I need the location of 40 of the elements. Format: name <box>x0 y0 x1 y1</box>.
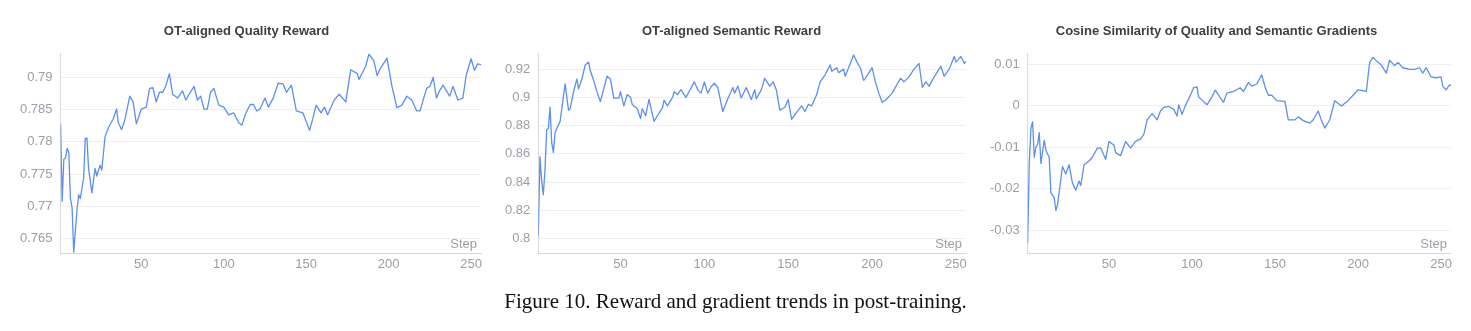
x-tick-label: 100 <box>212 255 235 271</box>
x-tick-label: 200 <box>861 255 883 271</box>
y-tick-label: 0.765 <box>19 230 53 246</box>
y-tick-label: 0.8 <box>512 230 531 246</box>
caption: Figure 10. Reward and gradient trends in post-training. <box>503 289 968 314</box>
x-axis-title: Step <box>450 236 477 252</box>
x-tick-label: 50 <box>1101 255 1117 271</box>
x-axis-title: Step <box>935 236 962 252</box>
y-tick-label: -0.02 <box>989 180 1020 196</box>
x-tick-label: 100 <box>1181 255 1203 271</box>
x-tick-label: 250 <box>460 255 482 271</box>
y-tick-label: 0 <box>1012 97 1020 113</box>
y-tick-label: 0.84 <box>504 173 531 189</box>
x-tick-label: 200 <box>377 255 400 271</box>
chart-title: OT-aligned Semantic Reward <box>641 23 822 39</box>
y-tick-label: 0.785 <box>19 101 53 117</box>
y-tick-label: 0.78 <box>27 133 53 149</box>
y-tick-label: 0.79 <box>27 69 53 85</box>
x-tick-label: 50 <box>613 255 628 271</box>
y-tick-label: 0.86 <box>504 145 531 161</box>
y-tick-label: 0.92 <box>504 60 531 76</box>
chart-title: OT-aligned Quality Reward <box>163 23 330 39</box>
y-tick-label: 0.9 <box>512 88 531 104</box>
chart-title: Cosine Similarity of Quality and Semantic Gradients <box>1055 23 1378 39</box>
x-tick-label: 250 <box>945 255 967 271</box>
x-axis-title: Step <box>1420 236 1447 252</box>
y-tick-label: 0.82 <box>504 201 531 217</box>
x-tick-label: 150 <box>777 255 800 271</box>
x-tick-label: 150 <box>295 255 318 271</box>
x-tick-label: 200 <box>1347 255 1369 271</box>
x-tick-label: 250 <box>1430 255 1452 271</box>
x-tick-label: 150 <box>1264 255 1286 271</box>
y-tick-label: -0.03 <box>989 222 1020 238</box>
y-tick-label: 0.88 <box>504 117 531 133</box>
x-tick-label: 100 <box>693 255 716 271</box>
x-tick-label: 50 <box>134 255 149 271</box>
y-tick-label: 0.01 <box>994 55 1020 71</box>
y-tick-label: 0.775 <box>19 165 53 181</box>
y-tick-label: 0.77 <box>27 197 53 213</box>
y-tick-label: -0.01 <box>989 138 1020 154</box>
